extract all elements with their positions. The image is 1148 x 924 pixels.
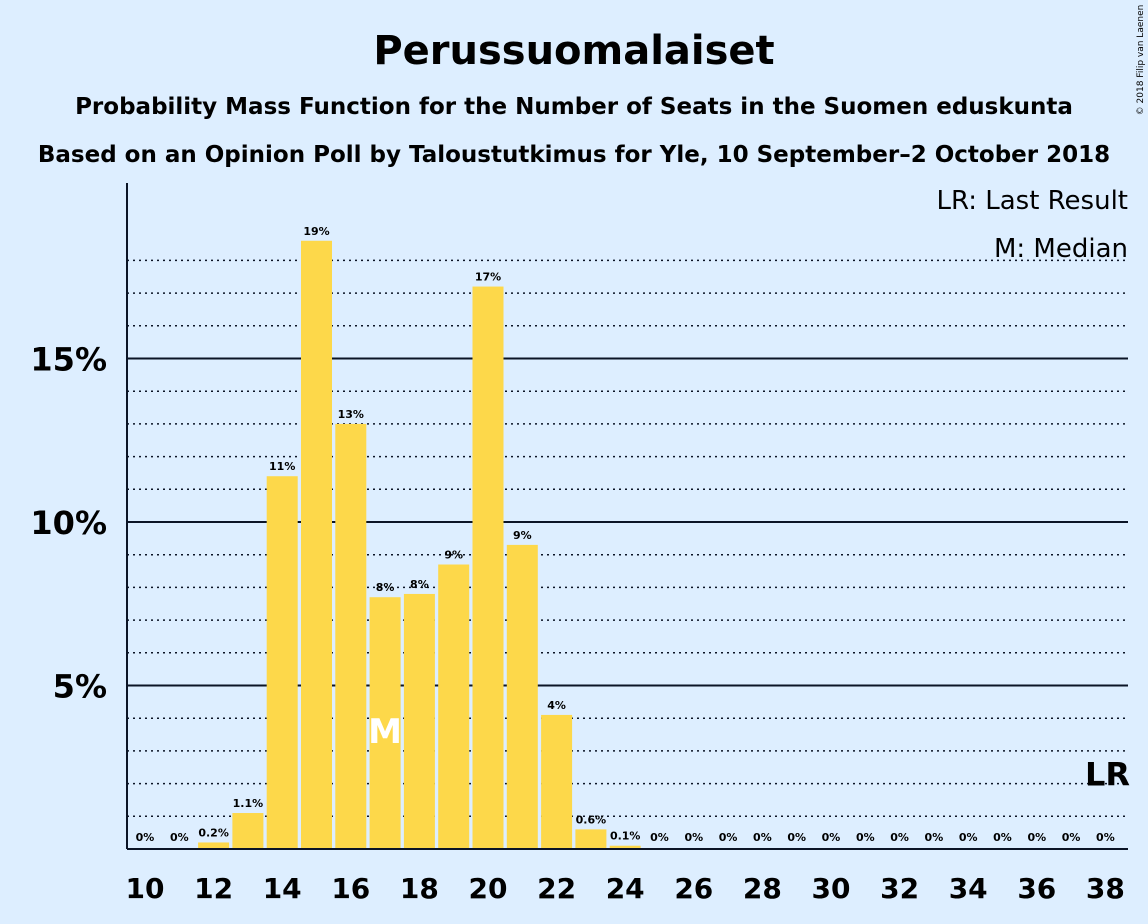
bar-value-label: 0%: [890, 831, 909, 844]
x-tick-label: 16: [331, 872, 370, 905]
x-tick-label: 22: [537, 872, 576, 905]
bar-value-label: 0%: [1096, 831, 1115, 844]
bar: [266, 476, 298, 849]
bar: [301, 240, 332, 849]
x-axis-ticks: 10 12 14 16 18 20 22 24 26 28 30 32 34 36 38: [126, 872, 1125, 905]
bar: [335, 423, 367, 849]
bar-value-label: 0%: [959, 831, 978, 844]
chart-subtitle-2: Based on an Opinion Poll by Taloustutkim…: [38, 142, 1110, 168]
x-tick-label: 14: [263, 872, 302, 905]
median-marker: M: [368, 712, 402, 752]
bar-value-label: 17%: [475, 271, 501, 284]
bar-value-label: 0%: [787, 831, 806, 844]
bar: [541, 714, 573, 849]
x-tick-label: 24: [606, 872, 645, 905]
bar-value-label: 0%: [1027, 831, 1046, 844]
bar: [472, 286, 504, 849]
bar-value-label: 19%: [303, 225, 329, 238]
y-tick-label: 5%: [53, 668, 107, 706]
bar-value-label: 0%: [856, 831, 875, 844]
bar: [609, 845, 641, 849]
bar: [506, 544, 538, 849]
bar-value-label: 9%: [444, 549, 463, 562]
x-tick-label: 36: [1017, 872, 1056, 905]
bar: [575, 829, 607, 849]
x-tick-label: 18: [400, 872, 439, 905]
x-tick-label: 32: [880, 872, 919, 905]
chart-title: Perussuomalaiset: [373, 28, 774, 74]
bar: [369, 597, 401, 849]
legend-last-result: LR: Last Result: [936, 186, 1128, 216]
bar-value-label: 13%: [338, 408, 364, 421]
x-tick-label: 38: [1086, 872, 1125, 905]
y-tick-label: 10%: [30, 504, 107, 542]
bar-value-label: 0.6%: [576, 813, 607, 826]
bar-value-label: 8%: [410, 578, 429, 591]
x-tick-label: 34: [949, 872, 988, 905]
bar-value-label: 1.1%: [233, 797, 264, 810]
last-result-marker: LR: [1085, 756, 1130, 794]
bar-value-label: 8%: [376, 581, 395, 594]
bar-value-label: 9%: [513, 529, 532, 542]
bar-value-label: 0%: [650, 831, 669, 844]
y-tick-label: 15%: [30, 341, 107, 379]
x-tick-label: 12: [194, 872, 233, 905]
bar: [232, 813, 264, 849]
bar-value-label: 0%: [753, 831, 772, 844]
bar-value-label: 0%: [925, 831, 944, 844]
bar-value-label: 0%: [684, 831, 703, 844]
bar-value-label: 0.2%: [198, 826, 229, 839]
bar-value-label: 0.1%: [610, 830, 641, 843]
bar: [198, 842, 230, 849]
bars: [198, 240, 641, 849]
bar-value-label: 0%: [170, 831, 189, 844]
x-tick-label: 26: [674, 872, 713, 905]
bar-value-label: 0%: [719, 831, 738, 844]
x-tick-label: 30: [812, 872, 851, 905]
bar-value-label: 0%: [822, 831, 841, 844]
bar-value-label: 4%: [547, 699, 566, 712]
bar-value-label: 0%: [136, 831, 155, 844]
bar-value-label: 11%: [269, 460, 295, 473]
copyright-note: © 2018 Filip van Laenen: [1136, 5, 1146, 116]
y-axis-ticks: 5% 10% 15%: [30, 341, 107, 706]
bar-value-label: 0%: [993, 831, 1012, 844]
x-tick-label: 28: [743, 872, 782, 905]
legend-median: M: Median: [994, 234, 1128, 264]
chart-subtitle-1: Probability Mass Function for the Number…: [75, 94, 1073, 120]
gridlines: [127, 259, 1128, 818]
bar-labels: 0% 0% 0.2% 1.1% 11% 19% 13% 8% 8% 9% 17% 9% 4% 0.6%0.…: [136, 225, 1115, 844]
x-tick-label: 20: [469, 872, 508, 905]
bar-value-label: 0%: [1062, 831, 1081, 844]
bar: [438, 564, 470, 849]
bar: [403, 593, 435, 849]
x-tick-label: 10: [126, 872, 165, 905]
